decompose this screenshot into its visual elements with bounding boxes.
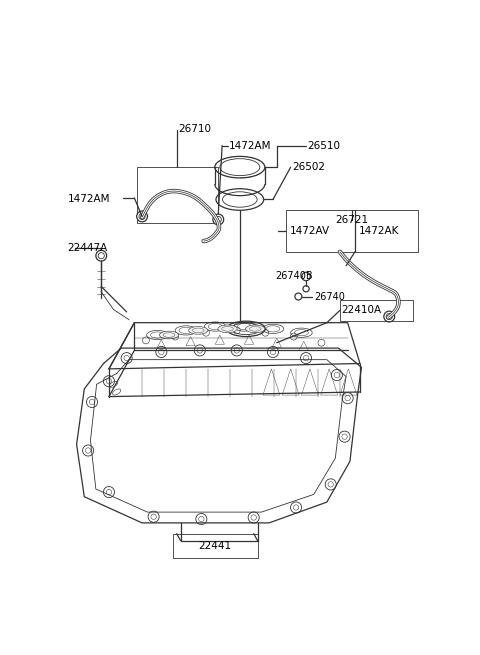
- Text: 26710: 26710: [179, 124, 212, 134]
- Text: 26502: 26502: [292, 162, 325, 172]
- Text: 22447A: 22447A: [67, 243, 108, 253]
- Ellipse shape: [159, 331, 179, 339]
- Text: 1472AK: 1472AK: [359, 226, 399, 236]
- Text: 1472AM: 1472AM: [67, 195, 110, 204]
- Ellipse shape: [189, 327, 208, 334]
- Circle shape: [384, 311, 395, 322]
- Ellipse shape: [218, 325, 237, 333]
- Text: 26740B: 26740B: [275, 271, 313, 282]
- Bar: [340, 299, 413, 321]
- Ellipse shape: [246, 325, 265, 333]
- Ellipse shape: [215, 157, 265, 178]
- Bar: [286, 210, 419, 252]
- Text: 26510: 26510: [308, 141, 341, 151]
- Text: 22410A: 22410A: [341, 305, 382, 315]
- Bar: [173, 534, 258, 558]
- Bar: [137, 167, 217, 223]
- Text: 1472AV: 1472AV: [290, 226, 330, 236]
- Text: 22441: 22441: [199, 541, 232, 551]
- Text: 26721: 26721: [336, 214, 369, 225]
- Text: 26740: 26740: [314, 291, 345, 301]
- Circle shape: [213, 214, 224, 225]
- Circle shape: [137, 211, 147, 222]
- Text: 1472AM: 1472AM: [229, 141, 272, 151]
